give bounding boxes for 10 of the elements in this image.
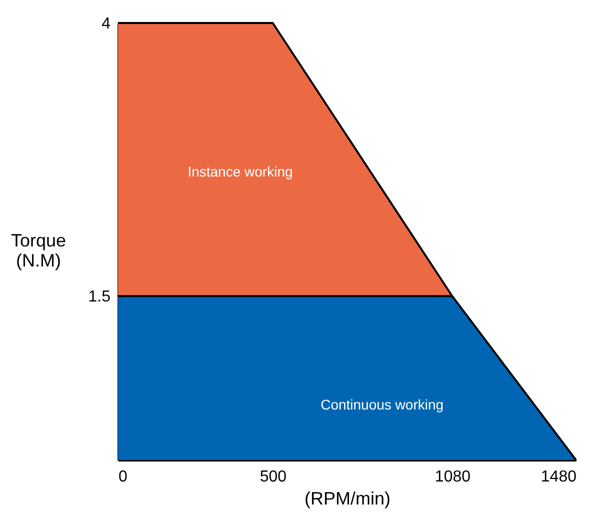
x-tick-label: 1080 [434, 468, 471, 486]
x-tick-label: 1480 [540, 468, 577, 486]
y-axis-title: Torque (N.M) [10, 230, 66, 270]
series-label: Instance working [188, 163, 293, 180]
y-tick-label: 1.5 [88, 288, 111, 306]
x-axis-title: (RPM/min) [304, 488, 390, 508]
y-tick-label: 4 [102, 16, 111, 32]
x-tick-label: 0 [118, 468, 128, 486]
series-label: Continuous working [320, 396, 444, 412]
x-tick-label: 500 [260, 468, 287, 486]
